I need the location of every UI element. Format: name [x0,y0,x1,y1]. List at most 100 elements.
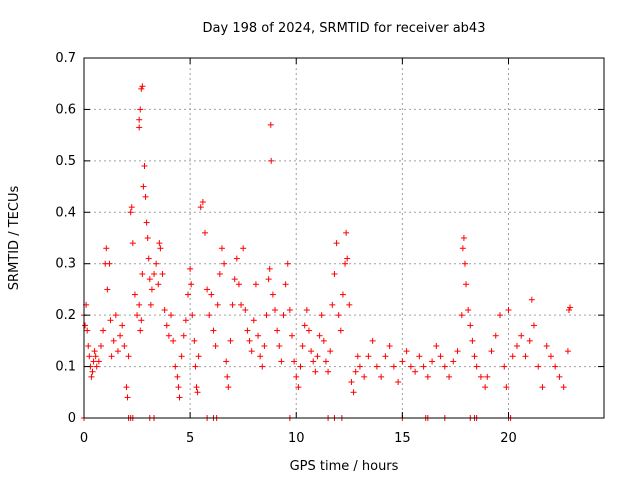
data-point [552,363,559,370]
data-point [212,343,219,349]
data-point [348,379,355,385]
x-tick-label: 15 [394,431,411,446]
data-point [221,260,228,267]
data-point [497,312,503,319]
data-point [543,343,550,349]
data-point [136,301,143,308]
data-point [310,358,317,365]
data-point [509,353,516,360]
data-point [137,327,144,334]
data-point [137,106,144,113]
data-point [305,327,312,334]
data-point [175,384,182,391]
data-point [437,353,444,360]
data-point [191,337,198,344]
y-tick-label: 0.7 [55,51,76,66]
data-point [459,245,466,252]
data-point [352,368,359,375]
data-point [100,327,107,334]
data-point [151,271,158,277]
data-point [458,312,465,319]
data-point [255,332,262,339]
data-point [299,343,306,349]
data-point [539,384,546,391]
data-point [316,332,323,339]
data-point [252,281,259,288]
data-point [314,353,321,360]
data-point [337,327,344,334]
data-point [399,358,406,365]
data-point [460,235,467,241]
data-point [121,343,128,349]
data-point [244,327,251,334]
data-point [85,343,92,349]
data-point [91,348,98,355]
x-tick-label: 5 [186,431,194,446]
data-point [225,384,232,391]
data-point [278,358,285,365]
data-point [335,312,342,319]
data-point [227,337,234,344]
data-point [482,384,489,391]
data-point [463,281,470,288]
data-point [189,312,196,319]
data-point [174,373,181,380]
data-point [233,255,240,262]
data-point [286,307,293,313]
data-point [216,271,223,277]
data-point [143,219,150,226]
data-point [513,343,520,349]
data-point [242,307,249,313]
data-point [465,307,472,313]
data-point [303,307,310,313]
data-point [407,363,414,370]
data-point [282,281,289,288]
data-point [218,245,225,252]
data-point [272,307,279,313]
data-point [269,291,276,298]
data-points [81,83,574,421]
data-point [208,291,215,298]
data-point [501,363,508,370]
data-point [131,291,138,298]
data-point [567,304,574,311]
data-point [268,157,275,164]
data-point [261,343,268,349]
data-point [526,337,533,344]
data-point [145,255,152,262]
data-point [88,373,95,380]
data-point [484,373,491,380]
data-point [103,245,110,252]
data-point [93,363,100,370]
data-point [156,240,163,247]
data-point [395,379,402,385]
x-tick-label: 20 [500,431,517,446]
data-point [95,358,102,365]
data-point [235,281,242,288]
data-point [276,343,283,349]
data-point [339,291,346,298]
axes: 0 0.1 0.2 0.3 0.4 0.5 0.6 0.7 0 5 10 15 20 [55,51,604,446]
data-point [265,276,272,283]
data-point [250,317,257,324]
data-point [139,271,146,277]
data-point [176,394,183,401]
x-axis-label: GPS time / hours [290,459,399,474]
data-point [142,193,149,200]
data-point [469,337,476,344]
data-point [308,348,315,355]
data-point [424,373,431,380]
data-point [161,307,168,313]
data-point [297,363,304,370]
y-axis-label: SRMTID / TECUs [7,186,22,291]
data-point [560,384,567,391]
data-point [224,373,231,380]
data-point [182,317,189,324]
data-point [197,204,204,211]
data-point [108,353,115,360]
data-point [124,394,131,401]
data-point [117,332,124,339]
data-point [331,271,338,277]
data-point [477,373,484,380]
data-point [172,363,179,370]
